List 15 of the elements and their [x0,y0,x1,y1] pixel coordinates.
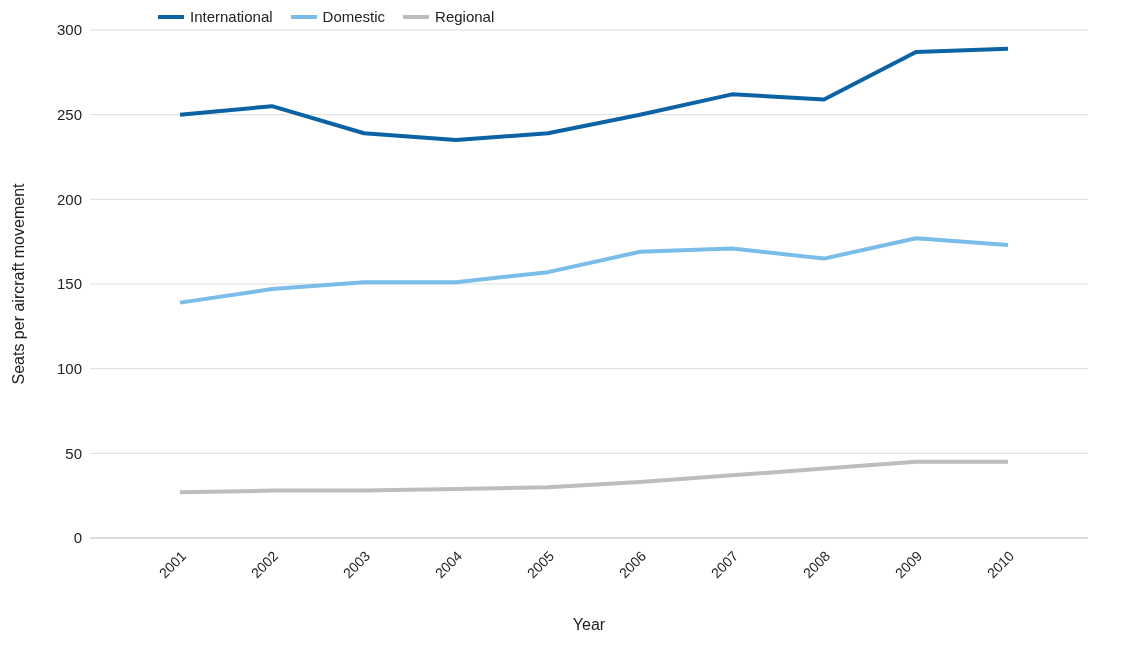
x-axis-title: Year [572,616,606,633]
y-tick-label: 150 [56,275,82,293]
y-tick-label: 0 [73,529,82,547]
line-series [178,236,1010,305]
legend-label: Regional [434,8,495,25]
legend-label: Domestic [321,8,386,25]
line-series [178,46,1010,143]
line-series [178,459,1010,495]
y-axis-title: Seats per aircraft movement [9,182,27,385]
y-tick-label: 200 [56,190,82,208]
y-tick-label: 250 [56,105,82,123]
legend-label: International [189,8,273,25]
y-tick-label: 100 [56,359,82,377]
y-tick-label: 50 [65,444,82,462]
y-tick-label: 300 [56,21,82,39]
